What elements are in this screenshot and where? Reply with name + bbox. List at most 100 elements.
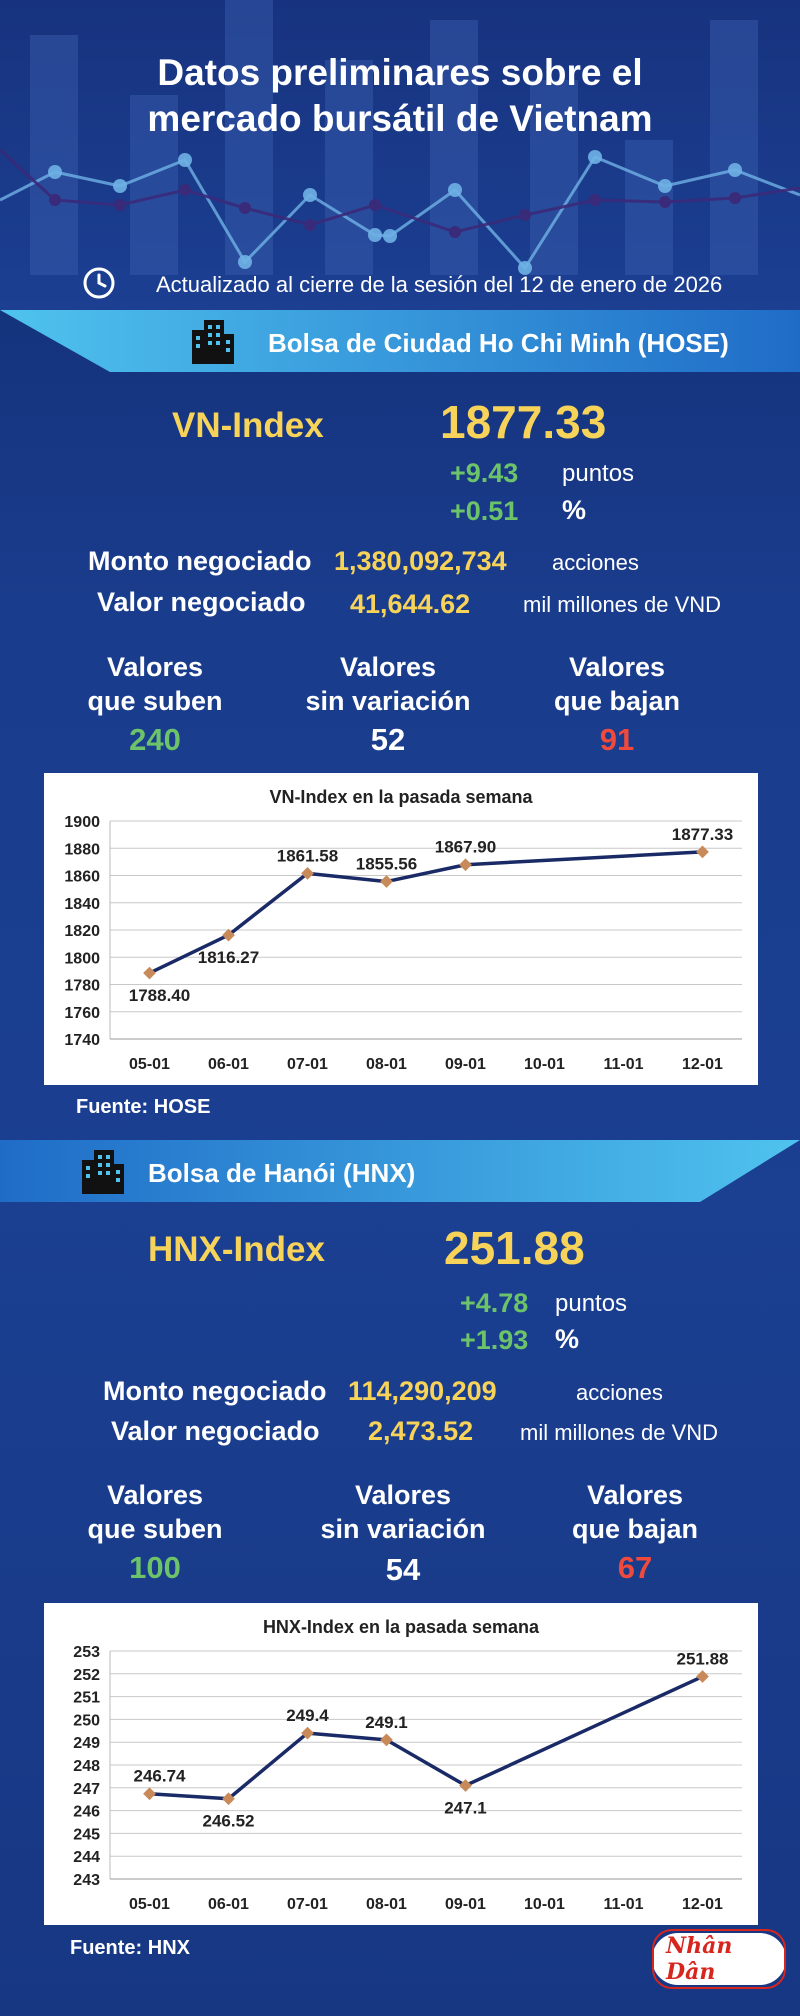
hnx-flat-label-line-2: sin variación xyxy=(320,1514,486,1544)
hnx-index-x-tick-label: 05-01 xyxy=(129,1896,170,1913)
hnx-index-y-tick-label: 245 xyxy=(73,1826,100,1843)
vn-index-change-pct: +0.51 xyxy=(450,496,519,526)
hnx-flat-label-line-1: Valores xyxy=(354,1480,452,1510)
vn-index-y-tick-label: 1780 xyxy=(64,978,100,995)
hnx-source: Fuente: HNX xyxy=(70,1937,190,1959)
vn-index-data-label: 1788.40 xyxy=(129,986,190,1005)
vn-index-name: VN-Index xyxy=(172,406,324,445)
hose-flat-label-line-1: Valores xyxy=(339,652,437,682)
hnx-index-chart: HNX-Index en la pasada semana 243 244 245 24… xyxy=(44,1603,758,1925)
hnx-index-data-label: 251.88 xyxy=(677,1650,729,1669)
hnx-index-y-tick-label: 253 xyxy=(73,1644,100,1661)
hnx-index-y-tick-label: 244 xyxy=(73,1849,100,1866)
vn-index-points-unit: puntos xyxy=(562,460,635,487)
hnx-index-data-point xyxy=(696,1670,709,1683)
vn-index-data-point xyxy=(696,845,709,859)
hnx-index-y-tick-label: 243 xyxy=(73,1872,100,1889)
hnx-banner-title: Bolsa de Hanói (HNX) xyxy=(148,1158,416,1188)
hnx-index-data-point xyxy=(143,1787,156,1801)
building-icon xyxy=(82,1150,124,1194)
vn-index-x-tick-label: 10-01 xyxy=(524,1056,565,1073)
hnx-index-change-pct: +1.93 xyxy=(460,1325,529,1355)
vn-index-x-tick-label: 08-01 xyxy=(366,1056,407,1073)
vn-index-x-tick-label: 07-01 xyxy=(287,1056,328,1073)
hose-down-label-line-1: Valores xyxy=(568,652,666,682)
vn-index-data-label: 1855.56 xyxy=(356,855,417,874)
updated-timestamp: Actualizado al cierre de la sesión del 1… xyxy=(156,272,723,297)
hnx-index-x-tick-label: 12-01 xyxy=(682,1896,723,1913)
hnx-up-label: Valores que suben xyxy=(60,1478,250,1546)
vn-index-data-label: 1867.90 xyxy=(435,838,496,857)
nhan-dan-logo: Nhân Dân xyxy=(652,1929,786,1989)
building-icon xyxy=(192,320,234,364)
hose-up-label: Valores que suben xyxy=(60,650,250,718)
hose-value-label: Valor negociado xyxy=(97,587,306,617)
vn-index-x-tick-label: 12-01 xyxy=(682,1056,723,1073)
hose-volume-label: Monto negociado xyxy=(88,546,312,576)
vn-index-y-tick-label: 1740 xyxy=(64,1032,100,1049)
hnx-down-label-line-2: que bajan xyxy=(571,1514,699,1544)
vn-index-change-points: +9.43 xyxy=(450,458,519,488)
hnx-value-label: Valor negociado xyxy=(111,1416,320,1446)
hnx-index-name: HNX-Index xyxy=(148,1230,325,1269)
vn-index-x-tick-label: 05-01 xyxy=(129,1056,170,1073)
vn-index-x-tick-label: 11-01 xyxy=(603,1056,643,1073)
hnx-index-series-line xyxy=(149,1674,704,1801)
hero-background-graphic xyxy=(0,0,800,310)
vn-index-value: 1877.33 xyxy=(440,396,607,448)
hose-volume-value: 1,380,092,734 xyxy=(334,546,507,576)
hnx-index-x-tick-label: 08-01 xyxy=(366,1896,407,1913)
vn-index-x-tick-label: 06-01 xyxy=(208,1056,249,1073)
hose-flat-count: 52 xyxy=(370,722,406,757)
hnx-value-unit: mil millones de VND xyxy=(520,1420,719,1445)
hnx-index-x-tick-label: 10-01 xyxy=(524,1896,565,1913)
hero-banner: Datos preliminares sobre el mercado burs… xyxy=(0,0,800,310)
hnx-down-label: Valores que bajan xyxy=(540,1478,730,1546)
hnx-volume-unit: acciones xyxy=(576,1380,663,1405)
vn-index-y-tick-label: 1840 xyxy=(64,896,100,913)
hose-down-count: 91 xyxy=(599,722,635,757)
hose-up-count: 240 xyxy=(129,722,181,757)
hnx-index-y-tick-label: 248 xyxy=(73,1758,100,1775)
vn-index-data-point xyxy=(459,858,472,872)
hnx-index-pct-unit: % xyxy=(555,1324,580,1354)
vn-index-data-label: 1877.33 xyxy=(672,825,733,844)
vn-index-title: VN-Index en la pasada semana xyxy=(269,787,533,807)
hnx-volume-label: Monto negociado xyxy=(103,1376,327,1406)
hnx-index-title: HNX-Index en la pasada semana xyxy=(263,1617,540,1637)
hnx-down-count: 67 xyxy=(617,1550,653,1585)
vn-index-y-tick-label: 1860 xyxy=(64,869,100,886)
hnx-index-data-label: 249.4 xyxy=(286,1706,329,1725)
hnx-banner-bg xyxy=(0,1140,800,1202)
hnx-index-data-label: 249.1 xyxy=(365,1713,408,1732)
hnx-index-x-tick-label: 07-01 xyxy=(287,1896,328,1913)
hnx-index-y-tick-label: 251 xyxy=(73,1690,100,1707)
hnx-index-y-tick-label: 249 xyxy=(73,1735,100,1752)
hnx-index-y-tick-label: 247 xyxy=(73,1781,100,1798)
vn-index-data-label: 1861.58 xyxy=(277,846,338,865)
vn-index-data-label: 1816.27 xyxy=(198,948,259,967)
vn-index-data-point xyxy=(380,875,393,888)
hnx-index-data-label: 247.1 xyxy=(444,1799,487,1818)
hnx-index-points-unit: puntos xyxy=(555,1290,628,1317)
hnx-index-data-label: 246.52 xyxy=(203,1812,255,1831)
title-line-2: mercado bursátil de Vietnam xyxy=(147,98,653,139)
vn-index-y-tick-label: 1760 xyxy=(64,1005,100,1022)
title-line-1: Datos preliminares sobre el xyxy=(157,52,643,93)
hnx-index-data-point xyxy=(380,1733,393,1747)
vn-index-chart: VN-Index en la pasada semana 1740 1760 1780… xyxy=(44,773,758,1085)
logo-text: Nhân Dân xyxy=(652,1929,786,1989)
hnx-up-count: 100 xyxy=(129,1550,181,1585)
vn-index-y-tick-label: 1820 xyxy=(64,923,100,940)
vn-index-data-point xyxy=(222,928,235,942)
hnx-value-value: 2,473.52 xyxy=(368,1416,474,1446)
hose-down-label-line-2: que bajan xyxy=(553,686,681,716)
vn-index-y-tick-label: 1800 xyxy=(64,950,100,967)
vn-index-pct-unit: % xyxy=(562,495,587,525)
hnx-index-x-tick-label: 06-01 xyxy=(208,1896,249,1913)
hose-source: Fuente: HOSE xyxy=(76,1096,211,1118)
hose-flat-label: Valores sin variación xyxy=(288,650,488,718)
hose-up-label-line-2: que suben xyxy=(87,686,223,716)
hnx-index-y-tick-label: 250 xyxy=(73,1712,100,1729)
hnx-index-data-point xyxy=(301,1726,314,1740)
